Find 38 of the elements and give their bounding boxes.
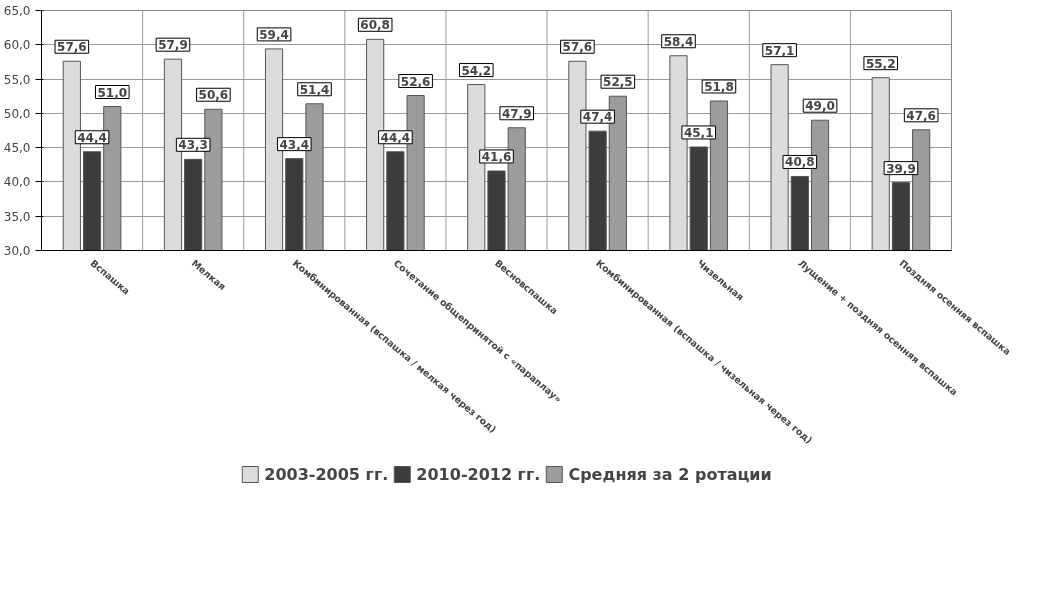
y-tick-label: 30,0 bbox=[3, 244, 31, 258]
data-label: 47,9 bbox=[501, 106, 532, 121]
data-label: 51,8 bbox=[704, 80, 734, 95]
data-label: 43,3 bbox=[178, 138, 208, 153]
y-tick-label: 65,0 bbox=[3, 4, 31, 18]
data-label: 51,0 bbox=[97, 85, 128, 100]
data-label: 57,1 bbox=[764, 43, 795, 58]
data-label: 43,4 bbox=[279, 137, 310, 152]
data-label: 49,0 bbox=[805, 99, 835, 114]
data-label: 39,9 bbox=[886, 161, 916, 176]
data-label: 60,8 bbox=[360, 18, 390, 33]
data-label: 44,4 bbox=[77, 130, 107, 145]
legend-label: 2003-2005 гг. bbox=[264, 464, 389, 484]
data-label: 54,2 bbox=[461, 63, 492, 78]
legend-label: Средняя за 2 ротации bbox=[568, 464, 772, 484]
data-label: 52,6 bbox=[400, 74, 431, 89]
legend-label: 2010-2012 гг. bbox=[416, 464, 541, 484]
data-label: 57,9 bbox=[158, 38, 188, 53]
y-tick-label: 35,0 bbox=[3, 209, 31, 224]
data-label: 44,4 bbox=[380, 130, 411, 145]
data-label: 51,4 bbox=[299, 82, 330, 97]
y-tick-label: 45,0 bbox=[3, 141, 31, 156]
data-label: 45,1 bbox=[683, 125, 714, 140]
y-tick-label: 50,0 bbox=[3, 106, 31, 121]
data-label: 40,8 bbox=[785, 155, 815, 170]
y-tick-label: 40,0 bbox=[3, 175, 31, 190]
y-tick-label: 55,0 bbox=[3, 72, 31, 87]
data-label: 57,6 bbox=[57, 40, 87, 55]
data-label: 58,4 bbox=[663, 34, 694, 49]
data-label: 47,4 bbox=[582, 110, 613, 125]
data-label: 57,6 bbox=[562, 40, 593, 55]
y-tick-label: 60,0 bbox=[3, 38, 31, 53]
data-label: 59,4 bbox=[259, 27, 289, 42]
data-label: 50,6 bbox=[198, 88, 229, 103]
data-label: 41,6 bbox=[481, 149, 512, 164]
data-label: 52,5 bbox=[603, 75, 633, 90]
data-label: 47,6 bbox=[906, 108, 936, 123]
data-label: 55,2 bbox=[865, 56, 896, 71]
